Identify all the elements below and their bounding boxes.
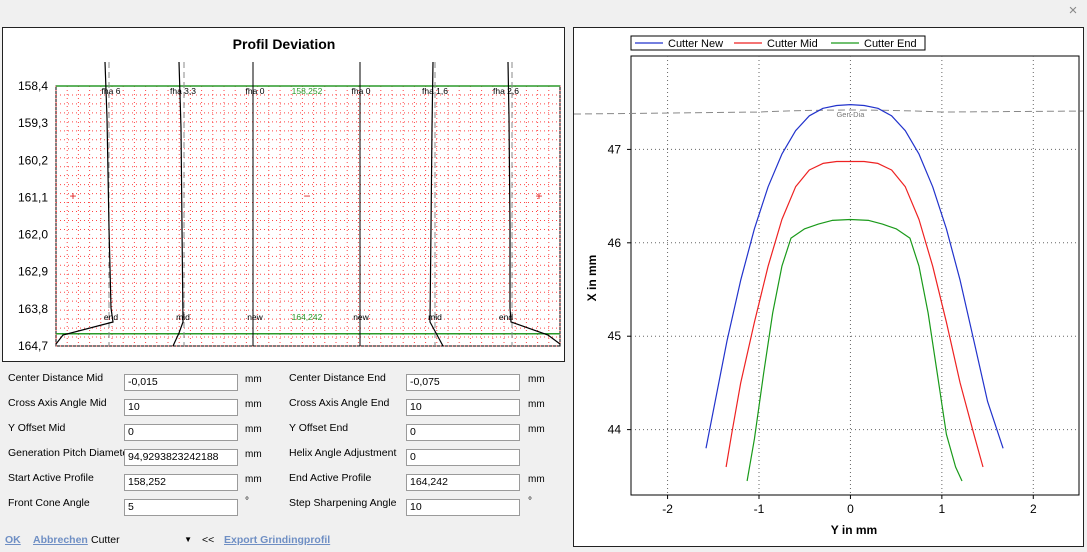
profile-top-label: fha 1,6	[422, 86, 448, 96]
profile-y-tick: 162,0	[18, 228, 48, 242]
end-active-profile-unit: mm	[528, 474, 545, 485]
end-active-profile-label: End Active Profile	[289, 472, 372, 484]
profile-deviation-curve	[172, 61, 184, 347]
gen-dia-reference-line	[574, 109, 1083, 115]
profile-bottom-label: new	[247, 312, 263, 322]
center-distance-end-field[interactable]: -0,075	[406, 374, 520, 391]
profile-center-marker: +	[535, 189, 542, 203]
profile-bottom-label: new	[353, 312, 369, 322]
profile-y-tick: 160,2	[18, 153, 48, 167]
step-sharpening-angle-unit: °	[528, 496, 532, 507]
profile-deviation-panel: Profil Deviation 158,4 159,3 160,2 161,1 162…	[2, 27, 565, 362]
profile-top-label: fha 3,3	[170, 86, 196, 96]
profile-deviation-curve	[55, 61, 114, 345]
generation-pitch-diameter-field[interactable]: 94,9293823242188	[124, 449, 238, 466]
profile-bottom-label: 164,242	[292, 312, 323, 322]
profile-y-tick: 158,4	[18, 79, 48, 93]
profile-deviation-chart: Profil Deviation 158,4 159,3 160,2 161,1 162…	[18, 36, 561, 353]
cutter-x-tick: -2	[662, 502, 673, 516]
profile-top-label: fha 0	[246, 86, 265, 96]
cross-axis-angle-mid-label: Cross Axis Angle Mid	[8, 397, 107, 409]
center-distance-end-unit: mm	[528, 374, 545, 385]
y-offset-end-unit: mm	[528, 424, 545, 435]
start-active-profile-unit: mm	[245, 474, 262, 485]
center-distance-mid-field[interactable]: -0,015	[124, 374, 238, 391]
cutter-profile-chart: -2 -1 0 1 2 44 45 46 47 Gen-Dia Cutter New Cutter…	[574, 35, 1083, 537]
profile-chart-title: Profil Deviation	[233, 36, 336, 52]
y-offset-end-field[interactable]: 0	[406, 424, 520, 441]
x-axis-label: Y in mm	[831, 523, 877, 537]
profile-deviation-curve	[429, 61, 444, 347]
ok-button[interactable]: OK	[5, 534, 21, 546]
profile-deviation-curve	[507, 61, 561, 345]
cutter-series-line	[746, 218, 963, 482]
cross-axis-angle-mid-field[interactable]: 10	[124, 399, 238, 416]
cross-axis-angle-end-unit: mm	[528, 399, 545, 410]
cutter-y-tick: 47	[608, 142, 622, 156]
cutter-legend	[630, 35, 926, 51]
profile-top-label: fha 2,6	[493, 86, 519, 96]
profile-y-tick: 163,8	[18, 302, 48, 316]
export-grindingprofil-button[interactable]: Export Grindingprofil	[224, 534, 331, 546]
y-offset-end-label: Y Offset End	[289, 422, 349, 434]
cutter-y-tick: 44	[608, 423, 622, 437]
start-active-profile-label: Start Active Profile	[8, 472, 94, 484]
center-distance-mid-label: Center Distance Mid	[8, 372, 104, 384]
center-distance-mid-unit: mm	[245, 374, 262, 385]
end-active-profile-field[interactable]: 164,242	[406, 474, 520, 491]
profile-bottom-label: mid	[428, 312, 442, 322]
profile-center-marker: +	[69, 189, 76, 203]
front-cone-angle-label: Front Cone Angle	[8, 497, 90, 509]
cross-axis-angle-end-field[interactable]: 10	[406, 399, 520, 416]
cutter-x-tick: -1	[754, 502, 765, 516]
y-offset-mid-unit: mm	[245, 424, 262, 435]
center-distance-end-label: Center Distance End	[289, 372, 386, 384]
close-icon[interactable]: ×	[1068, 2, 1078, 19]
y-axis-label: X in mm	[585, 255, 599, 302]
cutter-y-tick: 45	[608, 329, 622, 343]
profile-top-label: 158,252	[292, 86, 323, 96]
helix-angle-adjustment-label: Helix Angle Adjustment	[289, 447, 397, 459]
front-cone-angle-unit: °	[245, 496, 249, 507]
legend-entry: Cutter New	[668, 38, 723, 50]
helix-angle-adjustment-field[interactable]: 0	[406, 449, 520, 466]
cutter-x-tick: 0	[847, 502, 854, 516]
step-sharpening-angle-field[interactable]: 10	[406, 499, 520, 516]
start-active-profile-field[interactable]: 158,252	[124, 474, 238, 491]
cutter-plot-area	[630, 55, 1080, 496]
cutter-select-value: Cutter	[91, 534, 120, 546]
collapse-button[interactable]: <<	[202, 534, 215, 546]
profile-plot-area	[55, 85, 561, 347]
legend-entry: Cutter End	[864, 38, 917, 50]
profile-y-tick: 161,1	[18, 190, 48, 204]
legend-entry: Cutter Mid	[767, 38, 818, 50]
cutter-y-tick: 46	[608, 236, 622, 250]
profile-y-tick: 164,7	[18, 339, 48, 353]
cutter-x-tick: 1	[939, 502, 946, 516]
y-offset-mid-field[interactable]: 0	[124, 424, 238, 441]
chevron-down-icon: ▼	[184, 535, 192, 544]
cross-axis-angle-end-label: Cross Axis Angle End	[289, 397, 390, 409]
profile-y-tick: 162,9	[18, 265, 48, 279]
cutter-series-line	[705, 103, 1004, 449]
profile-bottom-label: mid	[176, 312, 190, 322]
generation-pitch-diameter-unit: mm	[245, 449, 262, 460]
cutter-select[interactable]: Cutter ▼	[91, 532, 195, 548]
step-sharpening-angle-label: Step Sharpening Angle	[289, 497, 397, 509]
cross-axis-angle-mid-unit: mm	[245, 399, 262, 410]
cancel-button[interactable]: Abbrechen	[33, 534, 88, 546]
generation-pitch-diameter-label: Generation Pitch Diameter	[8, 447, 132, 459]
cutter-x-tick: 2	[1030, 502, 1037, 516]
front-cone-angle-field[interactable]: 5	[124, 499, 238, 516]
profile-y-tick: 159,3	[18, 116, 48, 130]
profile-bottom-label: end	[104, 312, 118, 322]
profile-top-label: fha 6	[102, 86, 121, 96]
cutter-profile-panel: -2 -1 0 1 2 44 45 46 47 Gen-Dia Cutter New Cutter…	[573, 27, 1084, 547]
profile-center-marker: −	[303, 189, 310, 203]
gen-dia-annotation: Gen-Dia	[836, 110, 865, 119]
y-offset-mid-label: Y Offset Mid	[8, 422, 66, 434]
cutter-series-line	[725, 160, 984, 468]
profile-bottom-label: end	[499, 312, 513, 322]
profile-top-label: fha 0	[352, 86, 371, 96]
